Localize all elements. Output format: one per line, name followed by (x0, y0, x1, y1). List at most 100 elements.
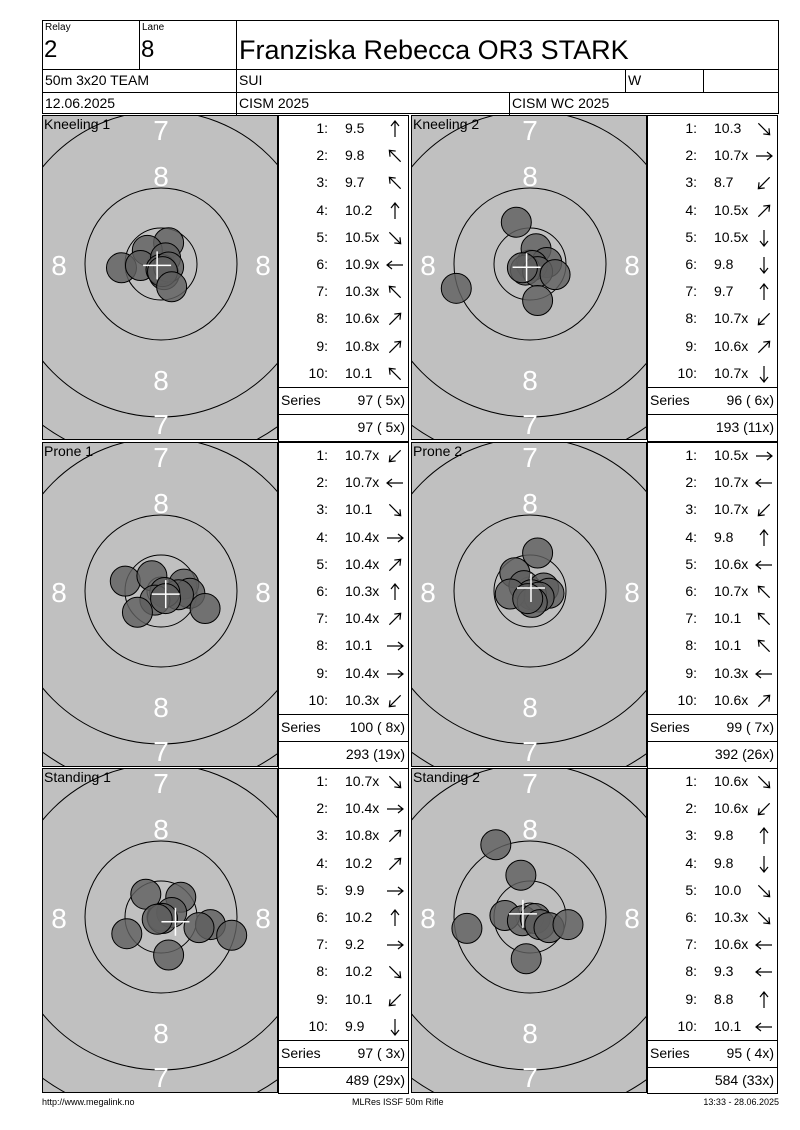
shot-hole-8 (552, 909, 584, 941)
footer-timestamp: 13:33 - 28.06.2025 (703, 1097, 779, 1107)
ring-number: 8 (153, 1018, 169, 1049)
shot-score: 10.5x (714, 201, 749, 218)
divider (43, 69, 778, 70)
ring-number: 8 (153, 814, 169, 845)
shot-number: 1: (316, 773, 328, 789)
shot-row: 6: 9.8 (648, 252, 777, 279)
direction-arrow-icon (390, 120, 400, 137)
shot-row: 9: 10.6x (648, 334, 777, 361)
shot-hole-9 (121, 596, 153, 628)
direction-arrow-icon (757, 313, 771, 326)
shot-number: 7: (685, 283, 697, 300)
direction-arrow-icon (759, 283, 769, 301)
direction-arrow-icon (757, 911, 771, 925)
shot-number: 3: (685, 174, 697, 191)
shot-row: 2: 10.7x (279, 470, 408, 497)
divider (139, 21, 140, 69)
ring-9 (84, 187, 238, 341)
ring-9 (84, 514, 238, 668)
ring-9 (453, 840, 607, 994)
nation: SUI (239, 72, 263, 88)
direction-arrow-icon (755, 940, 772, 950)
ring-number: 8 (255, 903, 271, 934)
direction-arrow-icon (387, 940, 404, 950)
cumulative-total-row: 97 ( 5x) (279, 414, 408, 440)
shot-score: 10.6x (714, 337, 749, 354)
direction-arrow-icon (757, 803, 771, 816)
shot-score: 10.5x (714, 228, 749, 245)
shot-score: 10.3x (714, 664, 749, 681)
shot-hole-9 (153, 939, 185, 971)
target-6: Standing 2 7 8 8 7 8 8 (411, 768, 647, 1093)
header-box: Relay 2 Lane 8 Franziska Rebecca OR3 STA… (42, 20, 779, 115)
shot-score: 10.3x (714, 909, 749, 925)
shot-row: 5: 10.6x (648, 552, 777, 579)
divider (236, 21, 237, 115)
shot-score: 10.2 (345, 909, 373, 925)
shot-row: 5: 10.0 (648, 878, 777, 905)
shot-number: 4: (316, 201, 328, 218)
relay-value: 2 (44, 36, 58, 63)
shot-row: 7: 10.4x (279, 606, 408, 633)
shot-row: 9: 10.1 (279, 987, 408, 1014)
shot-score: 10.8x (345, 337, 380, 354)
shot-score: 10.1 (345, 501, 373, 518)
shot-row: 7: 10.3x (279, 279, 408, 306)
ring-number: 7 (153, 736, 169, 767)
direction-arrow-icon (757, 122, 771, 136)
direction-arrow-icon (390, 201, 400, 219)
shot-row: 9: 10.8x (279, 334, 408, 361)
direction-arrow-icon (759, 855, 769, 873)
shot-row: 1: 10.3 (648, 116, 777, 143)
ring-number: 8 (51, 250, 67, 281)
shot-score: 10.6x (714, 691, 749, 708)
shot-row: 3: 9.7 (279, 170, 408, 197)
shot-number: 6: (316, 256, 328, 272)
shot-number: 5: (685, 881, 697, 898)
shot-number: 9: (316, 990, 328, 1007)
shot-score: 10.0 (714, 881, 742, 898)
footer-url[interactable]: http://www.megalink.no (42, 1097, 135, 1107)
shot-number: 2: (685, 147, 697, 164)
shot-row: 1: 10.7x (279, 769, 408, 796)
direction-arrow-icon (388, 504, 402, 517)
ring-number: 7 (153, 443, 169, 473)
shot-score: 10.7x (345, 447, 380, 463)
divider (43, 92, 778, 93)
shot-score: 9.9 (345, 1017, 365, 1034)
shot-row: 10: 10.7x (648, 361, 777, 388)
cumulative-total: 193 (11x) (715, 419, 774, 435)
shot-score: 10.6x (714, 800, 749, 817)
shot-number: 6: (316, 583, 328, 599)
shot-score: 10.5x (345, 228, 380, 245)
ring-number: 7 (153, 1062, 169, 1093)
direction-arrow-icon (386, 260, 403, 270)
shot-score: 9.8 (714, 528, 734, 545)
direction-arrow-icon (388, 612, 402, 626)
gender: W (628, 72, 642, 88)
shot-score: 10.2 (345, 854, 373, 871)
series-total-row: Series 100 ( 8x) (279, 714, 408, 741)
shot-hole-1 (109, 565, 141, 597)
target-label: Prone 2 (413, 443, 463, 459)
shot-number: 7: (685, 936, 697, 953)
ring-number: 8 (153, 161, 169, 192)
lane-label: Lane (142, 22, 165, 33)
divider (703, 69, 704, 92)
ring-number: 8 (153, 365, 169, 396)
shot-score: 10.2 (345, 963, 373, 980)
shot-row: 5: 10.4x (279, 552, 408, 579)
target-label: Kneeling 1 (44, 116, 111, 132)
direction-arrow-icon (756, 151, 773, 161)
ring-7 (43, 769, 277, 1071)
series-total-row: Series 97 ( 5x) (279, 387, 408, 414)
divider (509, 92, 510, 115)
shot-score: 10.4x (345, 800, 380, 817)
direction-arrow-icon (759, 257, 769, 274)
target-face: 7 8 8 7 8 8 (412, 443, 646, 766)
ring-7 (43, 116, 277, 418)
target-label: Standing 1 (44, 769, 111, 785)
series-label: Series (281, 719, 321, 735)
cumulative-total-row: 489 (29x) (279, 1067, 408, 1093)
ring-9 (453, 187, 607, 341)
